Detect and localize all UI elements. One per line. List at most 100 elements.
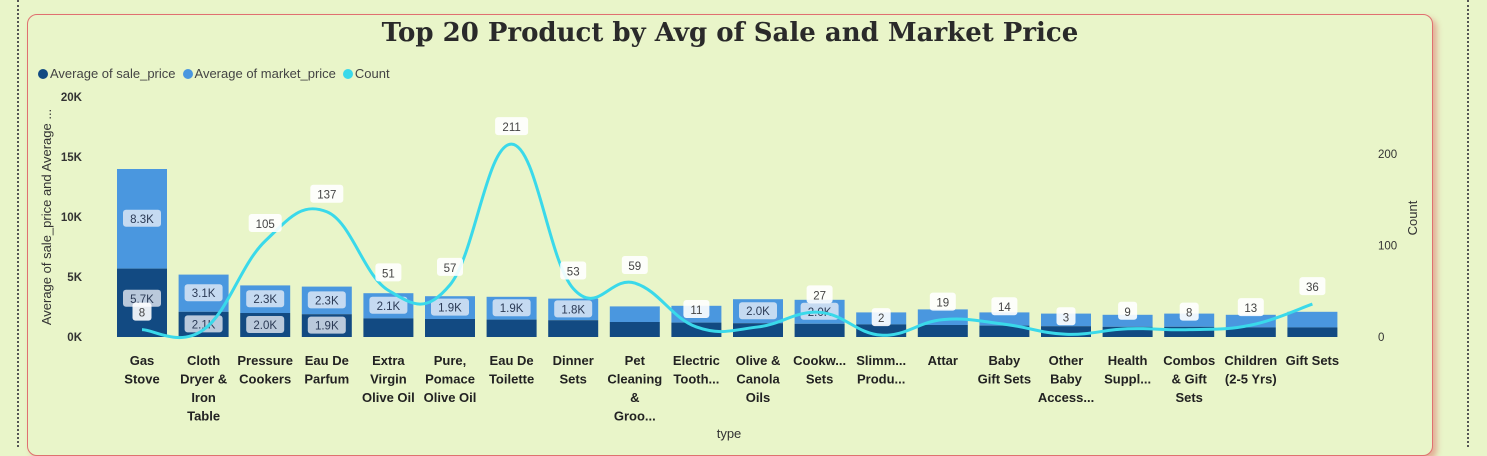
data-label-count-box bbox=[806, 285, 833, 304]
legend-dot-count bbox=[342, 68, 353, 79]
data-label-count: 59 bbox=[628, 261, 641, 273]
x-tick-label: Dryer & bbox=[180, 372, 227, 387]
data-label-sale-price: 2.0K bbox=[253, 320, 277, 332]
x-tick-label: Pure, bbox=[434, 353, 467, 368]
data-label-count-box bbox=[929, 292, 956, 311]
data-label-market-price: 1.8K bbox=[561, 304, 585, 316]
x-tick-label: Children bbox=[1224, 353, 1277, 368]
x-tick-label: Sets bbox=[806, 372, 833, 387]
x-tick-label: Dinner bbox=[553, 353, 594, 368]
legend-label-sale-price: Average of sale_price bbox=[50, 66, 176, 81]
data-label-count: 53 bbox=[567, 267, 580, 279]
data-label-count-box bbox=[495, 117, 529, 136]
x-tick-label: Health bbox=[1108, 353, 1148, 368]
x-tick-label: Oils bbox=[746, 390, 771, 405]
bar-sale-price bbox=[548, 320, 599, 337]
data-label-count: 27 bbox=[813, 290, 826, 302]
x-tick-label: (2-5 Yrs) bbox=[1225, 372, 1277, 387]
bar-sale-price bbox=[671, 322, 722, 337]
bar-market-price bbox=[609, 306, 660, 322]
data-label-count: 36 bbox=[1306, 282, 1319, 294]
bar-sale-price bbox=[979, 325, 1030, 337]
data-label-market-price-box bbox=[369, 296, 408, 314]
legend-item-sale-price[interactable]: Average of sale_price bbox=[38, 66, 176, 81]
legend-item-count[interactable]: Count bbox=[342, 66, 390, 81]
frame-border-right bbox=[1467, 0, 1469, 447]
x-tick-label: Sets bbox=[559, 372, 586, 387]
x-tick-label: Produ... bbox=[857, 372, 905, 387]
bar-sale-price bbox=[1041, 326, 1091, 337]
bar-sale-price bbox=[917, 325, 968, 337]
x-tick-label: Pomace bbox=[425, 372, 475, 387]
data-label-count: 137 bbox=[317, 190, 336, 202]
data-label-count: 211 bbox=[502, 122, 520, 134]
data-label-count: 57 bbox=[444, 263, 457, 275]
x-tick-label: Electric bbox=[673, 353, 720, 368]
data-label-market-price-box bbox=[123, 209, 161, 227]
data-label-count-box bbox=[683, 299, 710, 318]
data-label-market-price-box bbox=[307, 291, 346, 309]
data-label-count-box bbox=[621, 256, 648, 275]
chart-legend: Average of sale_price Average of market_… bbox=[38, 66, 393, 81]
bar-market-price bbox=[1102, 314, 1153, 327]
bar-market-price bbox=[1225, 314, 1276, 328]
legend-item-market-price[interactable]: Average of market_price bbox=[182, 66, 336, 81]
x-tick-label: Eau De bbox=[490, 353, 534, 368]
data-label-count: 51 bbox=[382, 268, 395, 280]
data-label-count-box bbox=[375, 263, 402, 282]
bar-sale-price bbox=[609, 322, 660, 337]
data-label-count: 105 bbox=[256, 219, 275, 231]
bar-sale-price bbox=[1287, 327, 1338, 337]
data-label-count-box bbox=[1056, 307, 1076, 326]
y-tick-label: 20K bbox=[61, 92, 83, 104]
series-line-count bbox=[141, 142, 1313, 340]
data-label-count: 8 bbox=[1186, 308, 1192, 320]
x-tick-label: Baby bbox=[1050, 372, 1083, 387]
bar-sale-price bbox=[1102, 326, 1153, 337]
data-label-count-box bbox=[560, 261, 587, 280]
data-label-count: 8 bbox=[139, 308, 145, 320]
x-tick-label: Olive Oil bbox=[362, 390, 415, 405]
data-label-count: 13 bbox=[1244, 303, 1257, 315]
x-tick-label: Pressure bbox=[237, 353, 293, 368]
data-label-sale-price-box bbox=[123, 289, 161, 307]
data-label-market-price-box bbox=[492, 299, 531, 317]
data-label-sale-price-box bbox=[246, 316, 285, 333]
data-label-count: 2 bbox=[878, 313, 884, 325]
data-label-market-price-box bbox=[431, 298, 469, 316]
x-tick-label: & bbox=[630, 390, 639, 405]
x-tick-label: Canola bbox=[736, 372, 780, 387]
data-label-market-price-box bbox=[184, 284, 223, 302]
x-tick-label: Sets bbox=[1175, 390, 1202, 405]
x-tick-label: Attar bbox=[928, 353, 958, 368]
data-label-market-price: 1.9K bbox=[438, 303, 462, 315]
x-tick-label: Toilette bbox=[489, 372, 534, 387]
x-tick-label: Virgin bbox=[370, 372, 407, 387]
data-label-market-price: 2.3K bbox=[315, 295, 339, 307]
x-tick-label: Eau De bbox=[305, 353, 349, 368]
data-label-count-box bbox=[437, 257, 463, 276]
x-tick-label: Cookers bbox=[239, 372, 291, 387]
x-tick-label: Table bbox=[187, 409, 220, 424]
bar-sale-price bbox=[1164, 326, 1215, 337]
x-tick-label: Olive Oil bbox=[424, 390, 477, 405]
y2-tick-label: 200 bbox=[1378, 149, 1397, 161]
x-tick-label: Groo... bbox=[614, 409, 656, 424]
y-axis-title: Average of sale_price and Average ... bbox=[39, 109, 54, 325]
bar-sale-price bbox=[486, 319, 537, 337]
data-label-count-box bbox=[1118, 301, 1138, 320]
x-tick-label: Tooth... bbox=[673, 372, 719, 387]
data-label-count: 3 bbox=[1063, 312, 1069, 324]
data-label-sale-price-box bbox=[307, 316, 346, 334]
data-label-count: 14 bbox=[998, 302, 1011, 314]
chart-card bbox=[27, 14, 1433, 456]
x-tick-label: Access... bbox=[1038, 390, 1094, 405]
data-label-market-price: 2.1K bbox=[377, 301, 401, 313]
data-label-count: 11 bbox=[690, 305, 702, 317]
x-tick-label: Cookw... bbox=[793, 353, 846, 368]
data-label-market-price: 2.0K bbox=[746, 306, 770, 318]
bar-market-price bbox=[1287, 311, 1338, 328]
data-label-count-box bbox=[1299, 277, 1326, 296]
data-label-count: 19 bbox=[936, 298, 949, 310]
